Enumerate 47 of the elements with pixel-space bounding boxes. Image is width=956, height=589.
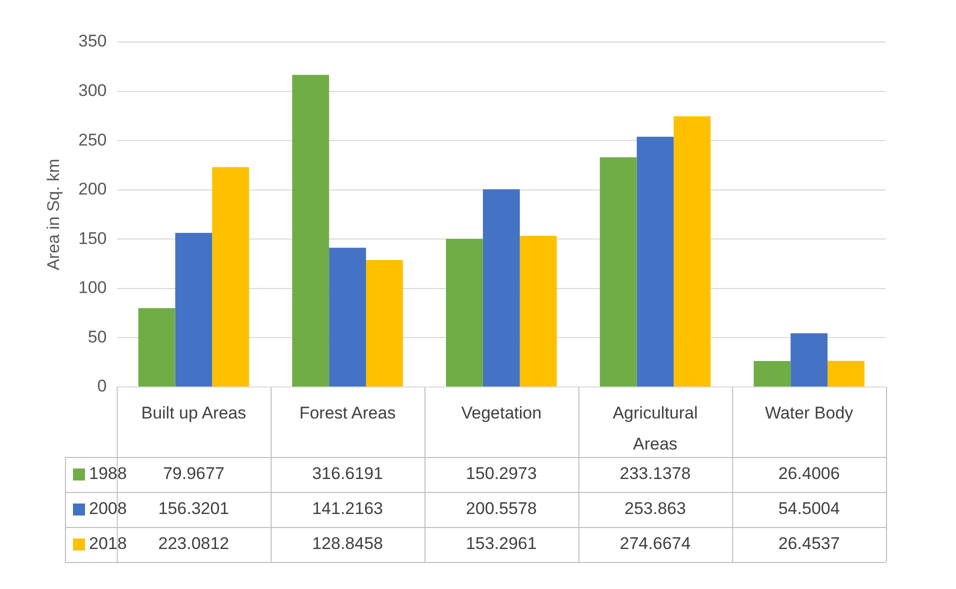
bar: [138, 308, 176, 386]
bar: [828, 360, 864, 386]
y-tick-label: 250: [78, 130, 107, 150]
y-tick-label: 50: [88, 327, 107, 346]
x-tick-label: Agricultural Areas: [612, 404, 698, 454]
legend-label: 1988: [89, 464, 127, 484]
x-tick-label: Forest Areas: [299, 404, 396, 423]
bar: [329, 248, 366, 386]
data-label: 79.9677: [162, 464, 224, 484]
bar: [636, 136, 674, 386]
bar: [366, 260, 403, 386]
data-label: 233.1378: [620, 464, 691, 484]
y-tick-label: 150: [78, 228, 107, 248]
bar: [446, 238, 483, 386]
bar: [790, 333, 828, 386]
y-tick-label: 200: [78, 180, 107, 199]
y-tick-label: 350: [78, 32, 107, 51]
data-label: 141.2163: [312, 499, 383, 518]
legend-label: 2008: [89, 499, 127, 518]
y-tick-label: 300: [78, 80, 107, 100]
bar: [292, 74, 330, 386]
bar: [674, 116, 711, 386]
x-tick-label: Built up Areas: [141, 404, 246, 423]
data-label: 150.2973: [466, 464, 537, 484]
bar: [754, 360, 791, 386]
bar: [175, 232, 212, 386]
data-label: 156.3201: [158, 499, 230, 518]
data-label: 153.2961: [466, 534, 537, 554]
data-label: 316.6191: [312, 464, 383, 484]
data-label: 54.5004: [778, 499, 840, 518]
x-tick-label: Vegetation: [461, 404, 542, 423]
y-tick-label: 100: [78, 278, 107, 298]
bar: [520, 236, 557, 386]
data-label: 253.863: [624, 499, 686, 518]
data-label: 26.4006: [778, 464, 840, 484]
bar: [482, 189, 520, 386]
data-label: 274.6674: [620, 534, 691, 554]
bar: [212, 167, 250, 386]
data-label: 26.4537: [778, 534, 840, 554]
y-tick-label: 0: [97, 376, 107, 396]
data-label: 223.0812: [158, 534, 230, 554]
data-label: 200.5578: [466, 499, 537, 518]
data-label: 128.8458: [312, 534, 383, 554]
y-axis-title: Area in Sq. km: [44, 158, 63, 270]
x-tick-label: Water Body: [764, 404, 854, 423]
bar: [600, 157, 637, 386]
legend-label: 2018: [89, 534, 127, 554]
